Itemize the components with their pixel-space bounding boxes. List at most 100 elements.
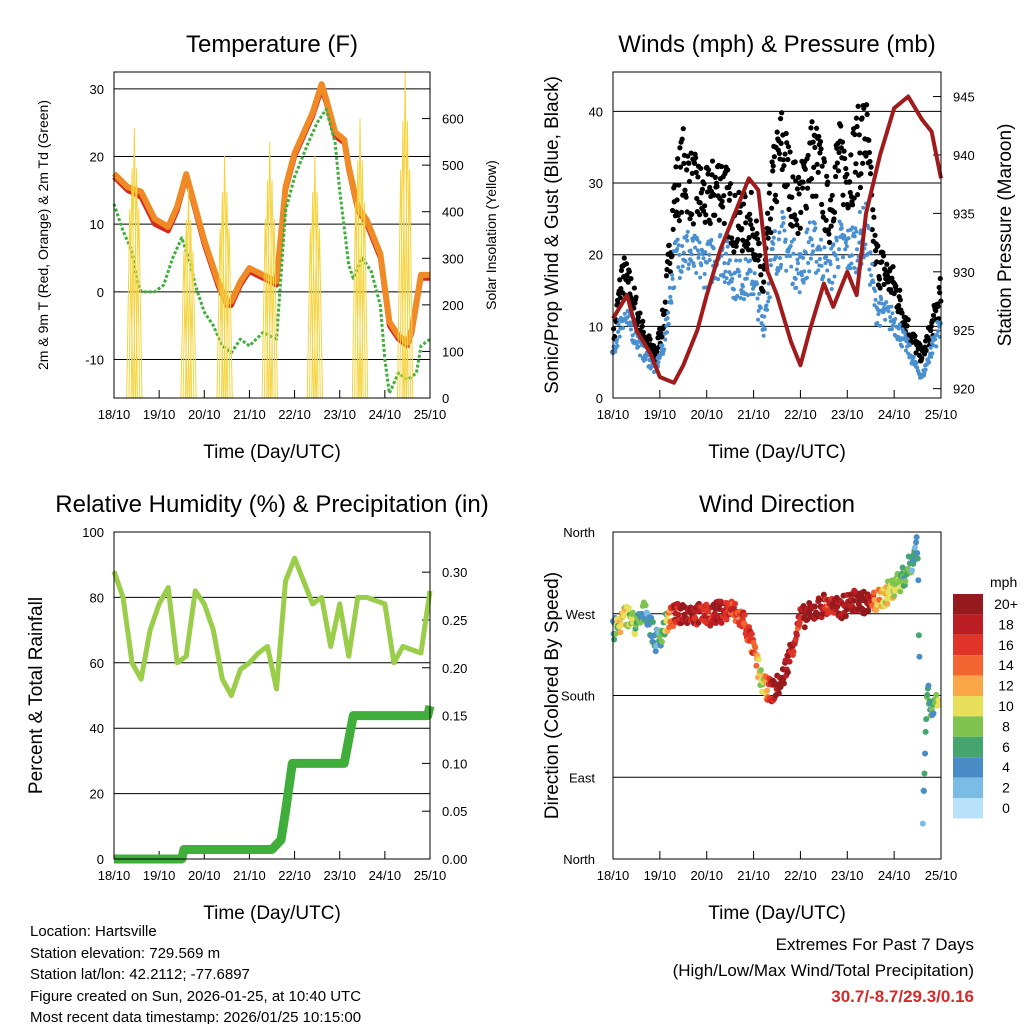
direction-point <box>786 658 793 665</box>
gust-point <box>765 210 771 216</box>
gust-point <box>659 334 665 340</box>
wind-point <box>695 237 700 242</box>
wind-point <box>735 293 740 298</box>
y-tick-label: 100 <box>82 525 104 540</box>
wind-point <box>758 305 763 310</box>
solar-insolation-spike <box>187 219 195 399</box>
wind-point <box>738 296 743 301</box>
wind-point <box>685 238 690 243</box>
direction-point <box>793 632 800 639</box>
gust-point <box>677 164 684 170</box>
y-right-tick-label: 500 <box>442 158 464 173</box>
gust-point <box>868 164 874 170</box>
gust-point <box>831 209 838 215</box>
direction-point <box>804 616 811 623</box>
wind-point <box>871 280 876 285</box>
y-tick-label: North <box>563 525 595 540</box>
gust-point <box>794 186 801 192</box>
gust-point <box>897 287 903 293</box>
legend-swatch <box>953 716 983 737</box>
legend-title: mph <box>990 574 1017 590</box>
direction-point <box>784 669 791 676</box>
wind-point <box>731 287 736 292</box>
gust-point <box>828 197 834 203</box>
gust-point <box>650 342 657 349</box>
gust-point <box>844 171 850 177</box>
y-tick-label: 60 <box>90 656 104 671</box>
wind-point <box>756 308 761 313</box>
wind-point <box>704 260 709 265</box>
wind-point <box>868 250 873 255</box>
location: Location: Hartsville <box>30 923 157 940</box>
gust-point <box>935 316 942 322</box>
x-tick-label: 21/10 <box>233 407 266 422</box>
wind-point <box>676 243 681 248</box>
wind-point <box>684 233 689 238</box>
gust-point <box>923 347 929 354</box>
solar-insolation-spike <box>132 168 141 399</box>
x-tick-label: 18/10 <box>98 868 131 883</box>
wind-point <box>751 292 756 297</box>
gust-point <box>817 150 823 156</box>
wind-point <box>675 237 680 242</box>
direction-point <box>723 616 730 623</box>
wind-point <box>777 255 782 260</box>
y-right-tick-label: 0.25 <box>442 613 467 628</box>
gust-point <box>737 209 743 216</box>
x-tick-label: 22/10 <box>784 407 817 422</box>
wind-point <box>694 270 699 275</box>
y-axis-label: Percent & Total Rainfall <box>26 597 47 794</box>
wind-point <box>680 243 685 248</box>
gust-point <box>799 185 806 191</box>
x-tick-label: 25/10 <box>925 868 958 883</box>
gust-point <box>810 139 816 145</box>
gust-point <box>703 212 709 218</box>
gust-point <box>725 167 731 173</box>
gust-point <box>625 279 631 285</box>
gust-point <box>640 318 646 324</box>
wind-point <box>771 235 776 240</box>
wind-point <box>766 299 771 304</box>
series-9m-t <box>111 81 430 346</box>
gust-point <box>693 155 699 161</box>
gust-point <box>842 155 848 162</box>
wind-point <box>811 249 816 254</box>
direction-point <box>674 600 681 607</box>
wind-point <box>794 267 799 272</box>
wind-point <box>616 329 621 334</box>
wind-point <box>707 252 712 257</box>
gust-point <box>840 202 847 208</box>
legend-label: 6 <box>1002 739 1010 755</box>
wind-point <box>896 334 901 339</box>
wind-point <box>779 262 784 267</box>
station-info: Location: Hartsville Station elevation: … <box>30 921 361 1024</box>
wind-point <box>812 221 817 226</box>
wind-point <box>781 221 786 226</box>
direction-point <box>924 691 931 698</box>
wind-point <box>708 242 713 247</box>
y-axis-label: Direction (Colored By Speed) <box>542 572 563 819</box>
gust-point <box>618 286 624 292</box>
direction-point <box>909 567 916 574</box>
direction-point <box>891 592 898 599</box>
gust-point <box>780 157 786 163</box>
gust-point <box>824 173 830 179</box>
wind-point <box>830 280 835 285</box>
wind-point <box>828 262 833 267</box>
wind-point <box>767 295 772 300</box>
wind-point <box>816 268 821 273</box>
gust-point <box>714 183 720 190</box>
wind-point <box>849 253 854 258</box>
gust-point <box>785 156 791 163</box>
gust-point <box>701 181 707 187</box>
wind-point <box>768 258 773 263</box>
x-tick-label: 20/10 <box>188 868 221 883</box>
gust-point <box>874 259 880 265</box>
wind-point <box>729 272 734 277</box>
wind-point <box>878 323 883 328</box>
gust-point <box>817 138 824 145</box>
wind-point <box>876 312 881 317</box>
solar-insolation-spike <box>356 118 364 399</box>
direction-point <box>652 648 659 655</box>
legend-label: 4 <box>1002 759 1010 775</box>
